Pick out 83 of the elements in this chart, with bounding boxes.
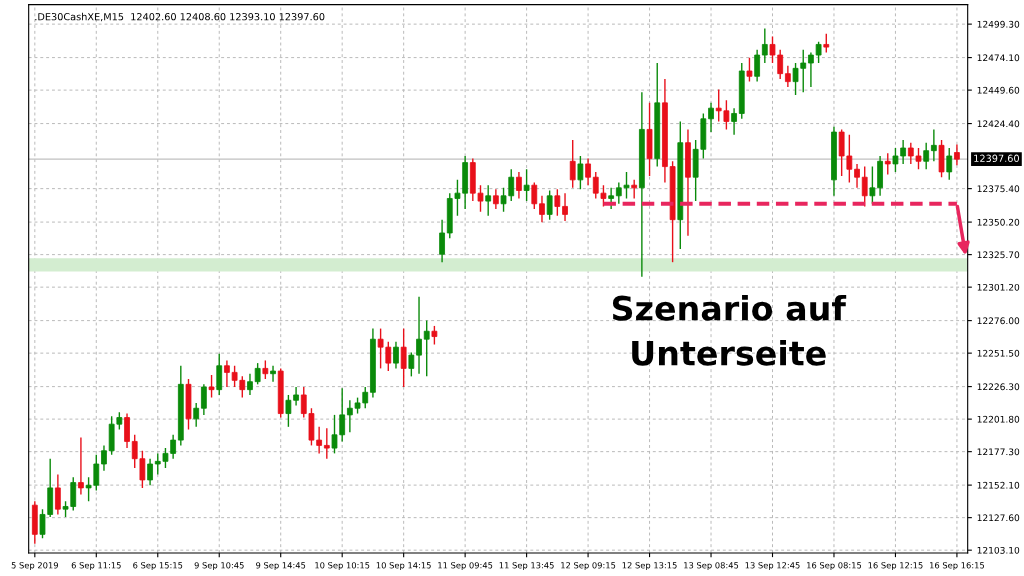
candlestick [323,427,330,460]
x-tick-label: 16 Sep 16:15 [930,562,985,571]
candlestick [708,102,714,133]
candlestick [408,351,415,378]
x-tick-label: 5 Sep 2019 [11,562,58,571]
candlestick [554,188,561,217]
x-tick-label: 13 Sep 08:45 [684,562,739,571]
y-tick-label: 12251.50 [977,349,1020,357]
y-tick-label: 12325.70 [977,251,1020,259]
candlestick [393,341,399,370]
candlestick [754,49,761,83]
candlestick [539,195,545,224]
candlestick [854,163,860,189]
candlestick [823,33,830,54]
candlestick [439,219,445,263]
candlestick [946,147,953,181]
x-tick-label: 13 Sep 12:45 [745,562,800,571]
candlestick [78,436,84,496]
candlestick [923,141,930,170]
candlestick [608,187,615,210]
x-tick-label: 11 Sep 13:45 [499,562,554,571]
y-tick-label: 12474.10 [977,54,1020,62]
y-tick-label: 12177.30 [977,448,1020,456]
candlestick [193,402,200,428]
y-tick-label: 12127.60 [977,514,1020,522]
y-tick-label: 12350.20 [977,218,1020,226]
candlestick [147,457,153,486]
candlestick [216,353,223,396]
candlestick [400,327,407,388]
y-tick-label: 12226.30 [977,383,1020,391]
candlestick [569,139,576,189]
candlestick [631,179,638,200]
candlestick [101,444,107,472]
candlestick [200,383,207,416]
x-tick-label: 16 Sep 08:15 [807,562,862,571]
candlestick [954,143,960,166]
candlestick [731,107,737,136]
candlestick [485,184,492,217]
annotation: Szenario auf Unterseite [612,295,847,366]
candlestick [523,168,530,202]
candlestick [746,57,753,83]
candlestick [930,128,937,162]
x-tick-label: 10 Sep 14:15 [376,562,431,571]
candlestick [270,365,276,383]
x-tick-label: 9 Sep 10:45 [194,562,244,571]
y-tick-label: 12276.00 [977,317,1020,325]
x-tick-label: 6 Sep 15:15 [133,562,183,571]
ref-line-label: 12397.60 [974,154,1019,162]
candlestick [761,27,768,64]
x-tick-label: 12 Sep 09:15 [561,562,616,571]
x-tick-label: 6 Sep 11:15 [71,562,121,571]
candlestick [208,374,215,399]
x-tick-label: 11 Sep 09:45 [438,562,493,571]
y-tick-label: 12201.80 [977,415,1020,423]
x-tick-label: 16 Sep 12:15 [868,562,923,571]
candlestick [431,325,438,346]
x-tick-label: 12 Sep 13:15 [622,562,677,571]
x-tick-label: 9 Sep 14:45 [256,562,306,571]
candlestick [416,296,422,375]
y-tick-label: 12152.10 [977,481,1020,489]
candlestick [577,155,584,190]
y-tick-label: 12499.30 [977,20,1020,28]
x-tick-label: 10 Sep 10:15 [315,562,370,571]
text: .DE30CashXE,M15 12402.60 12408.60 12393.10 12397.60 [35,12,325,22]
y-tick-label: 12424.40 [977,120,1020,128]
candlestick [585,157,591,186]
candlestick [254,362,261,386]
candlestick [546,189,553,221]
candlestick [54,473,61,516]
candlestick [423,319,430,378]
candlestick [784,64,791,88]
y-tick-label: 12301.20 [977,283,1020,291]
candlestick [531,181,538,210]
candlestick [884,152,891,176]
candlestick [562,192,568,222]
candlestick [124,412,130,449]
y-tick-label: 12375.40 [977,185,1020,193]
candlestick [262,359,269,380]
candlestick [492,188,499,210]
y-tick-label: 12103.10 [977,546,1020,554]
candlestick [247,373,253,396]
y-tick-label: 12449.60 [977,86,1020,94]
candlestick [516,171,522,200]
